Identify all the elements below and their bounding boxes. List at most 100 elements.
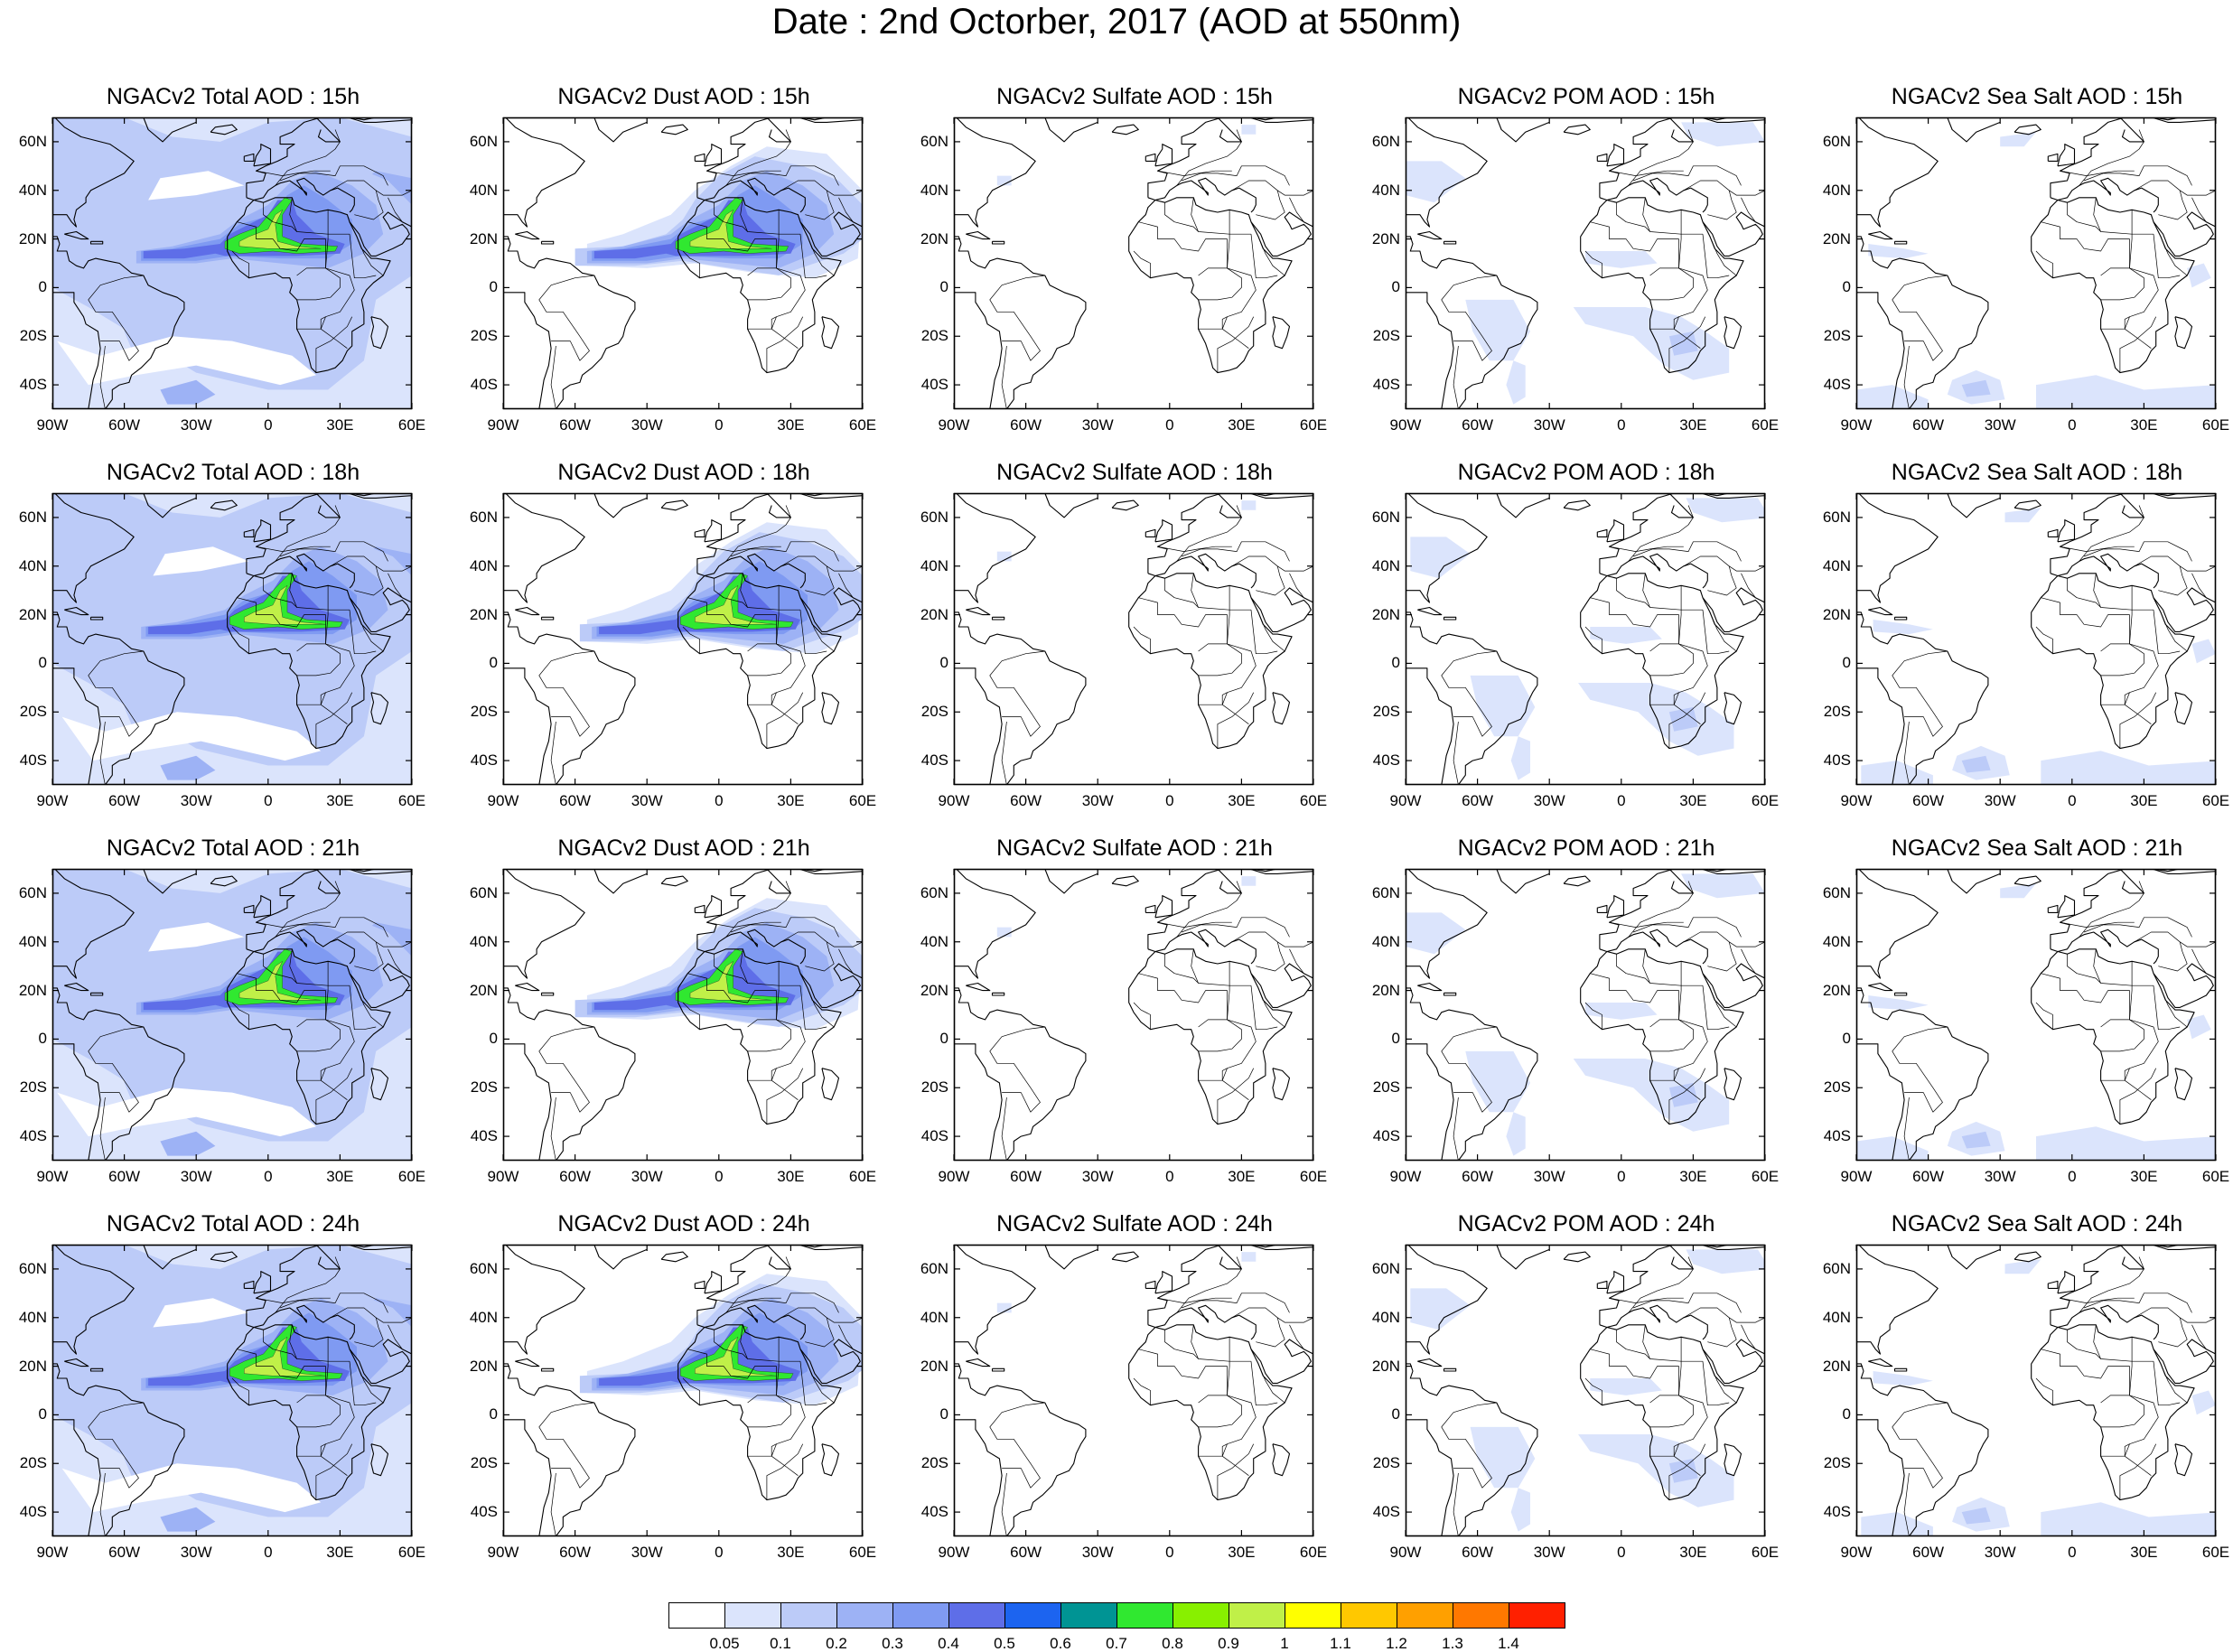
country-border: [88, 650, 144, 737]
coastline: [89, 616, 104, 621]
country-border: [805, 941, 835, 972]
coastline: [52, 987, 185, 1161]
lon-label: 60W: [559, 1544, 592, 1561]
lat-label: 40N: [1371, 181, 1400, 199]
coastline: [1128, 1324, 1293, 1501]
panel-title: NGACv2 Dust AOD : 24h: [557, 1211, 810, 1237]
coastline: [2174, 692, 2193, 725]
lon-label: 30W: [1081, 1544, 1114, 1561]
coastline: [52, 1245, 135, 1355]
aod-map: [1855, 492, 2217, 786]
country-border: [550, 721, 556, 785]
lon-label: 90W: [1389, 792, 1422, 809]
coastline: [1856, 1363, 1989, 1536]
coastline: [704, 1271, 723, 1294]
coastline: [52, 1419, 101, 1536]
coastline: [349, 211, 412, 257]
lat-label: 60N: [1371, 883, 1400, 901]
lat-label: 60N: [18, 1259, 47, 1277]
coastline: [1893, 992, 1908, 996]
map-frame: [953, 1244, 1314, 1537]
seasalt-patch: [1961, 755, 1991, 773]
lon-label: 60E: [1299, 1544, 1328, 1561]
lat-label: 40S: [19, 1127, 47, 1145]
country-border: [2067, 578, 2154, 611]
coastline: [315, 1245, 412, 1270]
coastline: [142, 1245, 197, 1270]
coastline: [1856, 869, 1939, 979]
coastline: [89, 240, 104, 245]
coastline: [694, 528, 705, 537]
coastline: [52, 117, 135, 228]
coastline: [1406, 987, 1538, 1161]
coastline: [2050, 869, 2216, 949]
country-border: [1616, 954, 1703, 986]
coastline: [954, 611, 1087, 785]
lon-label: 60E: [848, 1544, 877, 1561]
seasalt-patch: [2191, 639, 2216, 664]
pom-patch: [1470, 675, 1536, 737]
coastline: [1868, 606, 1893, 616]
lon-label: 30W: [180, 792, 212, 809]
country-border: [989, 650, 1045, 737]
coastline: [1580, 948, 1744, 1125]
lon-label: 30W: [1533, 1544, 1565, 1561]
seasalt-patch: [1873, 1371, 1933, 1386]
coastline: [142, 117, 197, 143]
lon-label: 30W: [180, 1544, 212, 1561]
coastline: [1856, 493, 1939, 603]
country-border: [2093, 573, 2101, 608]
coastline: [1599, 177, 1708, 213]
coastline: [677, 948, 842, 1125]
country-border: [330, 555, 412, 572]
coastline: [243, 904, 255, 913]
coastline: [1724, 1443, 1742, 1477]
seasalt-patch: [2041, 1502, 2216, 1536]
country-border: [356, 1363, 384, 1404]
colorbar-box: [724, 1602, 781, 1629]
lon-label: 60W: [1912, 792, 1945, 809]
country-border: [2191, 573, 2207, 598]
lon-label: 30E: [777, 1168, 805, 1185]
country-border: [237, 973, 326, 1028]
country-border: [275, 129, 341, 186]
pom-patch: [1578, 1434, 1734, 1507]
seasalt-patch: [1861, 1512, 1933, 1536]
lon-label: 30W: [1533, 416, 1565, 434]
country-border: [1138, 973, 1228, 1028]
country-border: [2158, 1317, 2188, 1348]
coastline: [503, 117, 585, 228]
coastline: [954, 493, 1036, 603]
country-border: [1257, 236, 1285, 276]
coastline: [1154, 519, 1173, 543]
coastline: [1043, 869, 1098, 894]
lon-label: 30E: [2130, 416, 2158, 434]
lon-label: 60W: [1010, 416, 1042, 434]
lon-label: 0: [1165, 792, 1174, 809]
lon-label: 60W: [108, 1168, 141, 1185]
country-border: [1176, 505, 1242, 562]
lat-label: 60N: [920, 132, 948, 150]
country-border: [2060, 921, 2135, 928]
coastline: [1250, 1339, 1313, 1384]
country-border: [1198, 1068, 1228, 1081]
lat-label: 40S: [1823, 1503, 1851, 1521]
country-border: [1164, 578, 1251, 611]
pom-patch: [1406, 161, 1466, 203]
coastline: [1154, 144, 1173, 167]
colorbar-label: 0.7: [1106, 1635, 1127, 1652]
country-border: [356, 611, 384, 652]
lat-label: 20S: [470, 327, 498, 345]
coastline: [1043, 1245, 1098, 1270]
lon-label: 30W: [631, 416, 663, 434]
panel-title: NGACv2 POM AOD : 18h: [1457, 460, 1715, 485]
pom-patch: [1686, 1249, 1765, 1274]
coastline: [1724, 316, 1742, 350]
lon-label: 60E: [848, 416, 877, 434]
lon-label: 60E: [2201, 1544, 2230, 1561]
lon-label: 60W: [108, 1544, 141, 1561]
coastline: [1147, 493, 1313, 574]
country-border: [799, 985, 827, 1031]
lat-label: 20N: [469, 605, 498, 623]
aod-field: [160, 1507, 216, 1532]
